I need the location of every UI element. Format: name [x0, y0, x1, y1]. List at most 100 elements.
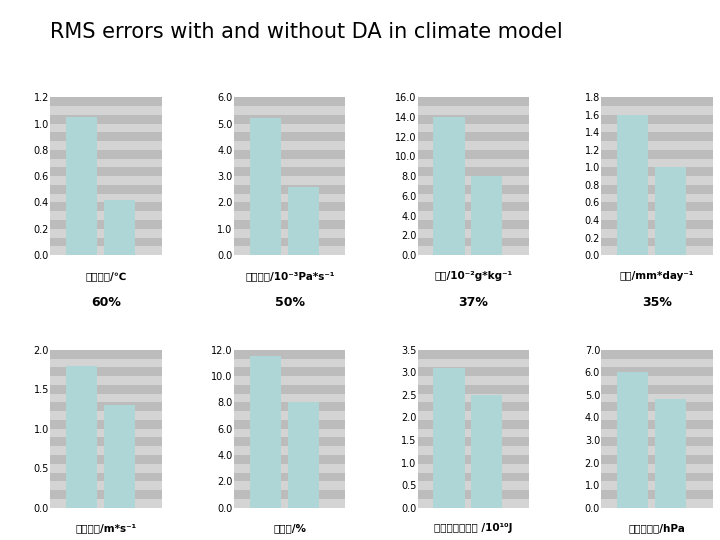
Bar	[418, 202, 529, 211]
Text: 海表温度/℃: 海表温度/℃	[86, 271, 127, 281]
Bar	[418, 464, 529, 472]
Bar	[66, 117, 97, 255]
Bar	[104, 405, 135, 508]
Bar	[418, 246, 529, 255]
Bar	[418, 394, 529, 402]
Bar	[601, 420, 713, 429]
Bar	[287, 402, 319, 508]
Bar	[418, 429, 529, 437]
Bar	[234, 472, 346, 481]
Bar	[50, 446, 162, 455]
Bar	[601, 150, 713, 159]
Bar	[50, 202, 162, 211]
Bar	[50, 106, 162, 114]
Bar	[418, 185, 529, 194]
Bar	[418, 106, 529, 114]
Bar	[418, 437, 529, 446]
Text: 海平面气口/hPa: 海平面气口/hPa	[629, 523, 685, 534]
Bar	[601, 97, 713, 106]
Bar	[601, 411, 713, 420]
Text: 60%: 60%	[91, 296, 121, 309]
Text: 水平口速/m*s⁻¹: 水平口速/m*s⁻¹	[76, 523, 137, 534]
Bar	[601, 472, 713, 481]
Bar	[234, 106, 346, 114]
Bar	[234, 194, 346, 202]
Bar	[601, 499, 713, 508]
Bar	[418, 114, 529, 124]
Bar	[234, 220, 346, 229]
Bar	[234, 350, 346, 359]
Bar	[418, 238, 529, 246]
Bar	[418, 97, 529, 106]
Bar	[250, 118, 281, 255]
Text: 垂直口速/10⁻³Pa*s⁻¹: 垂直口速/10⁻³Pa*s⁻¹	[245, 271, 335, 281]
Bar	[234, 246, 346, 255]
Bar	[50, 124, 162, 132]
Bar	[617, 372, 648, 508]
Bar	[50, 229, 162, 238]
Bar	[50, 220, 162, 229]
Bar	[234, 481, 346, 490]
Bar	[50, 385, 162, 394]
Bar	[601, 220, 713, 229]
Bar	[250, 356, 281, 508]
Bar	[418, 141, 529, 150]
Text: 降水/mm*day⁻¹: 降水/mm*day⁻¹	[620, 271, 694, 281]
Bar	[287, 187, 319, 255]
Bar	[418, 376, 529, 385]
Bar	[234, 211, 346, 220]
Bar	[418, 446, 529, 455]
Bar	[601, 176, 713, 185]
Bar	[50, 490, 162, 499]
Bar	[50, 176, 162, 185]
Bar	[601, 350, 713, 359]
Bar	[50, 437, 162, 446]
Bar	[601, 385, 713, 394]
Bar	[50, 420, 162, 429]
Bar	[471, 176, 503, 255]
Text: 上口海洋口含量 /10¹⁰J: 上口海洋口含量 /10¹⁰J	[434, 523, 513, 534]
Bar	[234, 429, 346, 437]
Bar	[601, 402, 713, 411]
Bar	[234, 176, 346, 185]
Bar	[601, 429, 713, 437]
Bar	[418, 367, 529, 376]
Bar	[433, 368, 464, 508]
Bar	[234, 238, 346, 246]
Bar	[418, 455, 529, 464]
Bar	[601, 437, 713, 446]
Bar	[418, 229, 529, 238]
Bar	[234, 411, 346, 420]
Bar	[50, 150, 162, 159]
Bar	[234, 97, 346, 106]
Bar	[50, 394, 162, 402]
Bar	[50, 132, 162, 141]
Bar	[601, 464, 713, 472]
Bar	[418, 481, 529, 490]
Bar	[234, 385, 346, 394]
Bar	[234, 464, 346, 472]
Bar	[433, 117, 464, 255]
Bar	[601, 376, 713, 385]
Bar	[655, 400, 686, 508]
Bar	[234, 202, 346, 211]
Bar	[50, 481, 162, 490]
Bar	[418, 411, 529, 420]
Bar	[601, 246, 713, 255]
Bar	[418, 350, 529, 359]
Bar	[234, 402, 346, 411]
Bar	[418, 359, 529, 367]
Bar	[234, 159, 346, 167]
Bar	[234, 376, 346, 385]
Bar	[234, 124, 346, 132]
Bar	[234, 185, 346, 194]
Bar	[234, 167, 346, 176]
Bar	[234, 132, 346, 141]
Bar	[234, 394, 346, 402]
Bar	[601, 106, 713, 114]
Bar	[418, 490, 529, 499]
Bar	[50, 238, 162, 246]
Bar	[50, 350, 162, 359]
Bar	[50, 246, 162, 255]
Bar	[104, 200, 135, 255]
